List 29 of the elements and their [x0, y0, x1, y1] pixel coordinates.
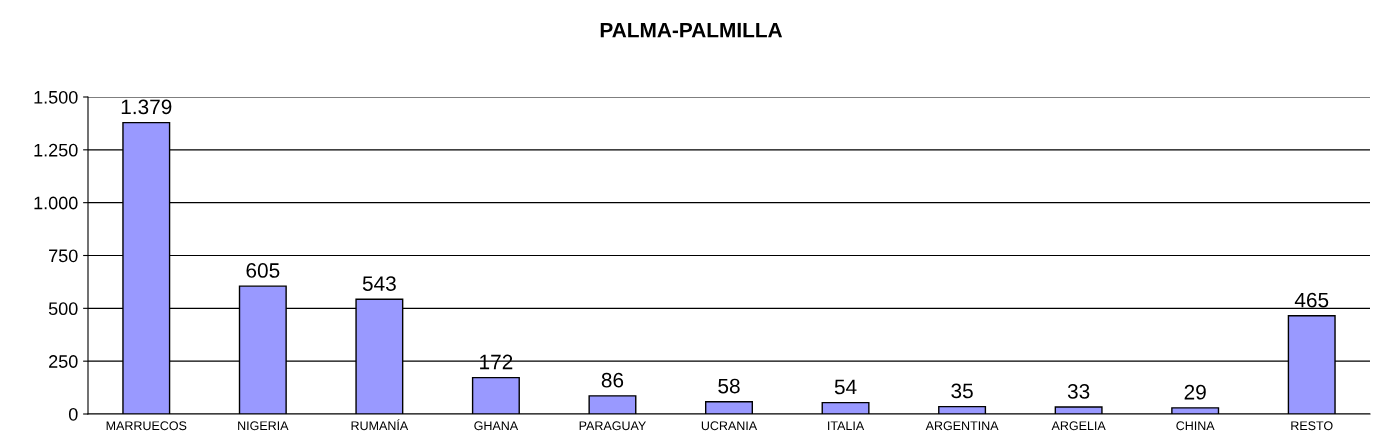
data-label: 35 — [951, 383, 973, 399]
data-label: 465 — [1294, 292, 1329, 308]
data-label: 86 — [601, 372, 624, 388]
data-label: 1.379 — [121, 99, 172, 115]
data-label: 543 — [362, 276, 396, 291]
x-tick-label: CHINA — [1176, 421, 1215, 431]
y-tick-label: 750 — [49, 249, 78, 263]
data-label: 29 — [1184, 384, 1206, 400]
y-tick-label: 0 — [68, 407, 78, 421]
x-tick-label: ARGENTINA — [925, 421, 999, 431]
y-tick-label: 1.500 — [34, 90, 78, 104]
data-label: 58 — [718, 378, 740, 394]
x-tick-label: RESTO — [1291, 421, 1333, 431]
x-tick-label: GHANA — [474, 421, 519, 431]
x-tick-label: ARGELIA — [1051, 421, 1106, 431]
data-label: 605 — [246, 263, 280, 278]
y-tick-label: 1.250 — [34, 143, 78, 157]
y-tick-label: 1.000 — [34, 196, 78, 210]
x-tick-label: MARRUECOS — [106, 421, 187, 431]
chart-title: PALMA-PALMILLA — [600, 22, 783, 38]
x-tick-label: UCRANIA — [701, 421, 758, 431]
data-label: 33 — [1067, 383, 1090, 399]
x-tick-label: RUMANÍA — [351, 419, 409, 431]
x-tick-label: ITALIA — [828, 421, 865, 430]
data-label: 54 — [834, 379, 857, 395]
x-tick-label: PARAGUAY — [579, 421, 646, 431]
y-tick-label: 500 — [48, 302, 78, 316]
x-tick-label: NIGERIA — [238, 421, 289, 431]
y-tick-label: 250 — [49, 355, 78, 368]
